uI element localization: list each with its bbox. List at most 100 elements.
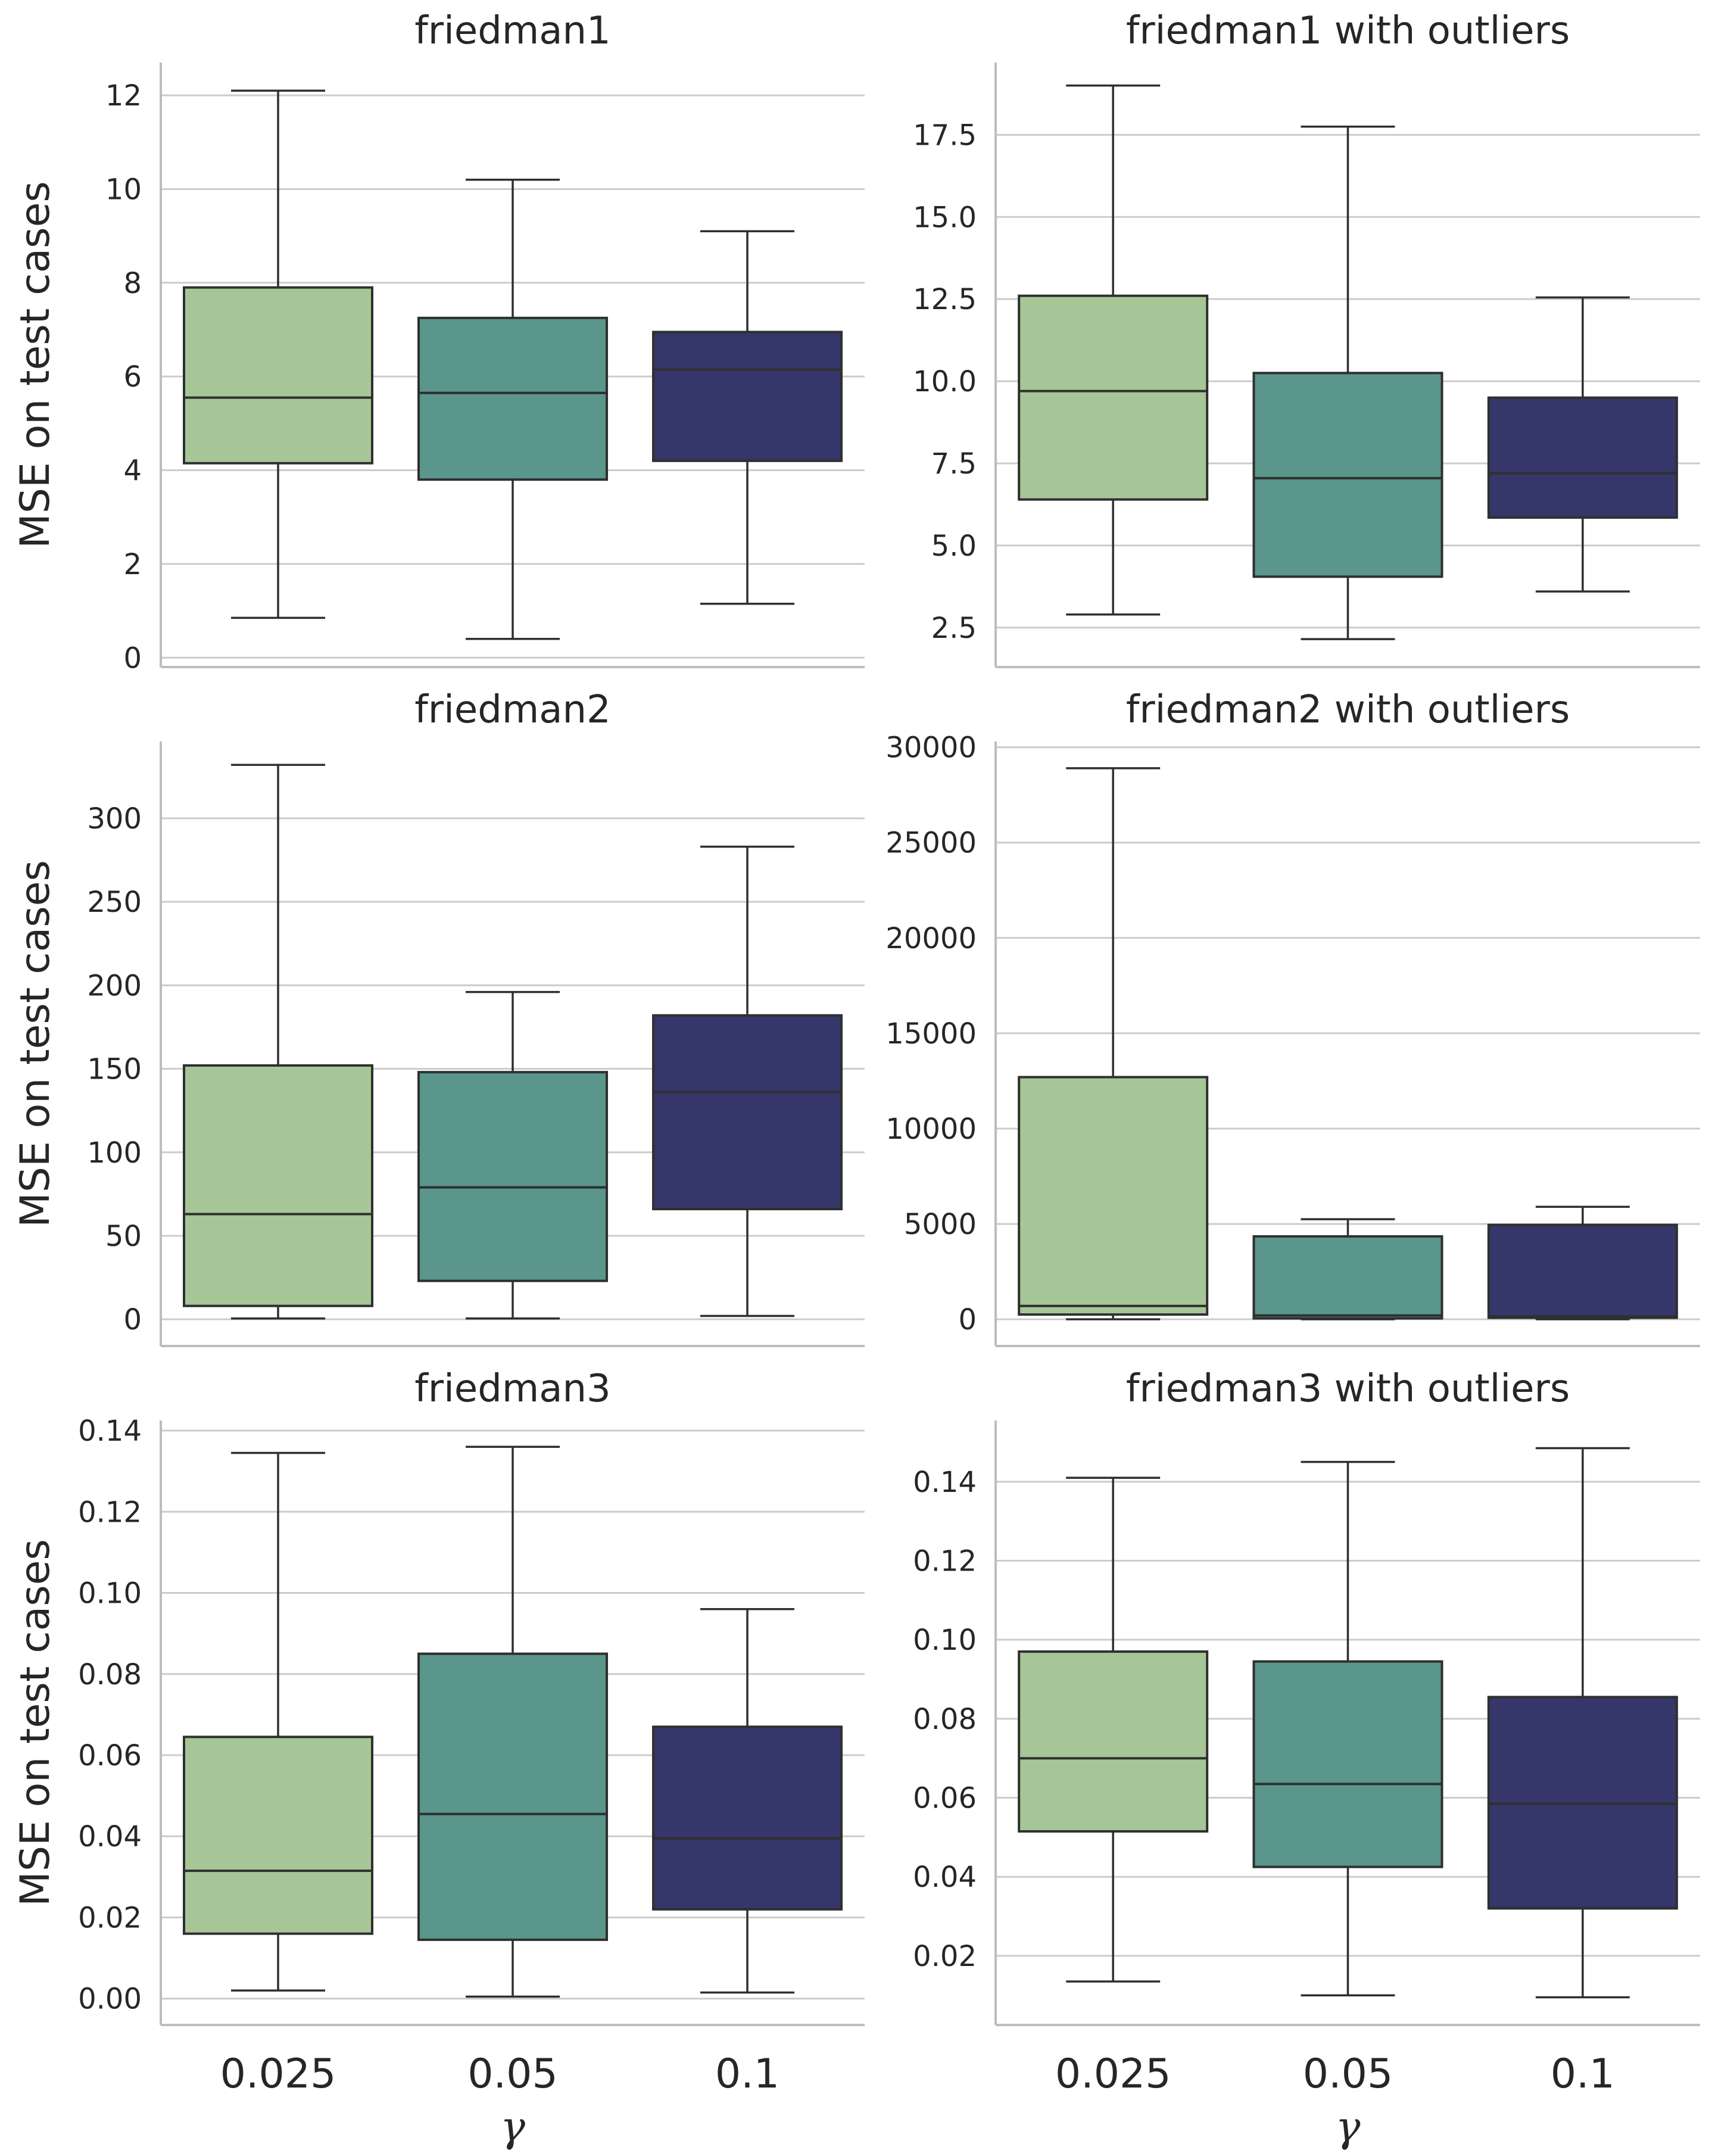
- iqr-box: [183, 286, 373, 465]
- y-tick-label: 0.10: [78, 1577, 142, 1610]
- x-tick-label: 0.05: [1303, 2051, 1393, 2098]
- box-0.1: [1487, 296, 1678, 593]
- y-tick-label: 0.00: [78, 1983, 142, 2016]
- box-0.05: [1252, 1218, 1443, 1320]
- y-tick-label: 0.04: [78, 1820, 142, 1853]
- y-tick-label: 6: [123, 360, 142, 394]
- y-axis-label: MSE on test cases: [12, 860, 59, 1227]
- box-0.1: [652, 1608, 843, 1994]
- y-tick-label: 250: [87, 886, 142, 919]
- x-axis-label: γ: [1336, 2102, 1361, 2151]
- y-tick-label: 0.12: [78, 1496, 142, 1529]
- box-0.025: [183, 1451, 373, 1992]
- y-tick-label: 2: [123, 548, 142, 581]
- y-tick-label: 0.06: [78, 1739, 142, 1772]
- x-tick-label: 0.025: [220, 2051, 336, 2098]
- y-tick-label: 0.08: [78, 1658, 142, 1691]
- y-axis-label: MSE on test cases: [12, 181, 59, 549]
- box-0.025: [1018, 767, 1209, 1320]
- iqr-box: [1487, 1223, 1678, 1319]
- box-0.025: [183, 764, 373, 1320]
- panel-4: 0.00 0.02 0.04 0.06 0.08 0.10 0.12 0.14 friedman…: [12, 1367, 865, 2151]
- x-tick-label: 0.1: [715, 2051, 779, 2098]
- panel-1: 2.5 5.0 7.5 10.0 12.5 15.0 17.5 friedman1 with …: [913, 9, 1700, 668]
- panel-3: 0 5000 10000 15000 20000 25000 30000 friedman2 …: [885, 688, 1700, 1347]
- box-0.05: [417, 1445, 608, 1998]
- y-tick-label: 15.0: [913, 201, 977, 234]
- y-tick-label: 50: [105, 1220, 142, 1253]
- iqr-box: [652, 1014, 843, 1211]
- y-tick-label: 4: [123, 454, 142, 488]
- panel-2: 0 50 100 150 200 250 300 friedman2 MSE on test c…: [12, 688, 865, 1347]
- y-tick-label: 7.5: [931, 447, 977, 481]
- y-tick-label: 0: [123, 1303, 142, 1336]
- panel-5: 0.02 0.04 0.06 0.08 0.10 0.12 0.14 friedman3 wi…: [913, 1367, 1700, 2151]
- box-0.1: [1487, 1447, 1678, 1999]
- y-tick-label: 0.14: [913, 1466, 977, 1499]
- y-tick-label: 17.5: [913, 119, 977, 152]
- y-tick-label: 0.08: [913, 1703, 977, 1736]
- y-tick-label: 0.12: [913, 1545, 977, 1578]
- iqr-box: [1018, 1650, 1209, 1833]
- y-tick-label: 0.10: [913, 1624, 977, 1657]
- y-tick-label: 2.5: [931, 612, 977, 645]
- y-tick-label: 30000: [885, 731, 977, 765]
- y-tick-label: 10000: [885, 1113, 977, 1146]
- y-tick-label: 10: [105, 173, 142, 206]
- panel-0: 0 2 4 6 8 10 12 friedman1 MSE on test cases: [12, 9, 865, 675]
- box-0.025: [183, 89, 373, 619]
- y-tick-label: 20000: [885, 922, 977, 955]
- y-tick-label: 100: [87, 1136, 142, 1170]
- iqr-box: [1018, 294, 1209, 501]
- iqr-box: [1487, 396, 1678, 519]
- y-tick-label: 12: [105, 79, 142, 113]
- y-tick-label: 0: [958, 1303, 977, 1336]
- y-tick-label: 0.04: [913, 1861, 977, 1894]
- box-0.05: [417, 990, 608, 1320]
- y-tick-label: 12.5: [913, 283, 977, 316]
- panel-title: friedman3 with outliers: [1126, 1367, 1570, 1411]
- box-0.05: [1252, 125, 1443, 640]
- iqr-box: [652, 1725, 843, 1911]
- y-tick-label: 5000: [904, 1208, 977, 1241]
- y-axis-label: MSE on test cases: [12, 1539, 59, 1906]
- y-tick-label: 8: [123, 267, 142, 300]
- iqr-box: [652, 331, 843, 462]
- box-0.025: [1018, 1476, 1209, 1983]
- iqr-box: [183, 1736, 373, 1935]
- panel-title: friedman2 with outliers: [1126, 688, 1570, 732]
- box-0.05: [1252, 1460, 1443, 1996]
- y-tick-label: 150: [87, 1053, 142, 1086]
- iqr-box: [417, 316, 608, 481]
- box-0.1: [652, 845, 843, 1317]
- y-tick-label: 15000: [885, 1017, 977, 1051]
- x-tick-label: 0.1: [1551, 2051, 1615, 2098]
- iqr-box: [1252, 1235, 1443, 1320]
- y-tick-label: 25000: [885, 827, 977, 860]
- x-axis-label: γ: [500, 2102, 525, 2151]
- y-tick-label: 300: [87, 802, 142, 836]
- panel-title: friedman1: [414, 9, 610, 53]
- iqr-box: [1252, 1660, 1443, 1868]
- y-tick-label: 0: [123, 641, 142, 675]
- y-tick-label: 0.02: [78, 1901, 142, 1934]
- box-0.1: [652, 230, 843, 605]
- iqr-box: [417, 1071, 608, 1282]
- y-tick-label: 0.14: [78, 1415, 142, 1448]
- panel-title: friedman2: [414, 688, 610, 732]
- iqr-box: [1018, 1076, 1209, 1316]
- box-0.05: [417, 178, 608, 640]
- box-0.025: [1018, 84, 1209, 616]
- iqr-box: [417, 1652, 608, 1941]
- x-tick-label: 0.025: [1055, 2051, 1171, 2098]
- y-tick-label: 10.0: [913, 365, 977, 398]
- panel-title: friedman3: [414, 1367, 610, 1411]
- y-tick-label: 0.06: [913, 1782, 977, 1815]
- y-tick-label: 0.02: [913, 1940, 977, 1973]
- iqr-box: [1252, 372, 1443, 578]
- panel-title: friedman1 with outliers: [1126, 9, 1570, 53]
- iqr-box: [183, 1064, 373, 1307]
- x-tick-label: 0.05: [467, 2051, 557, 2098]
- y-tick-label: 200: [87, 969, 142, 1002]
